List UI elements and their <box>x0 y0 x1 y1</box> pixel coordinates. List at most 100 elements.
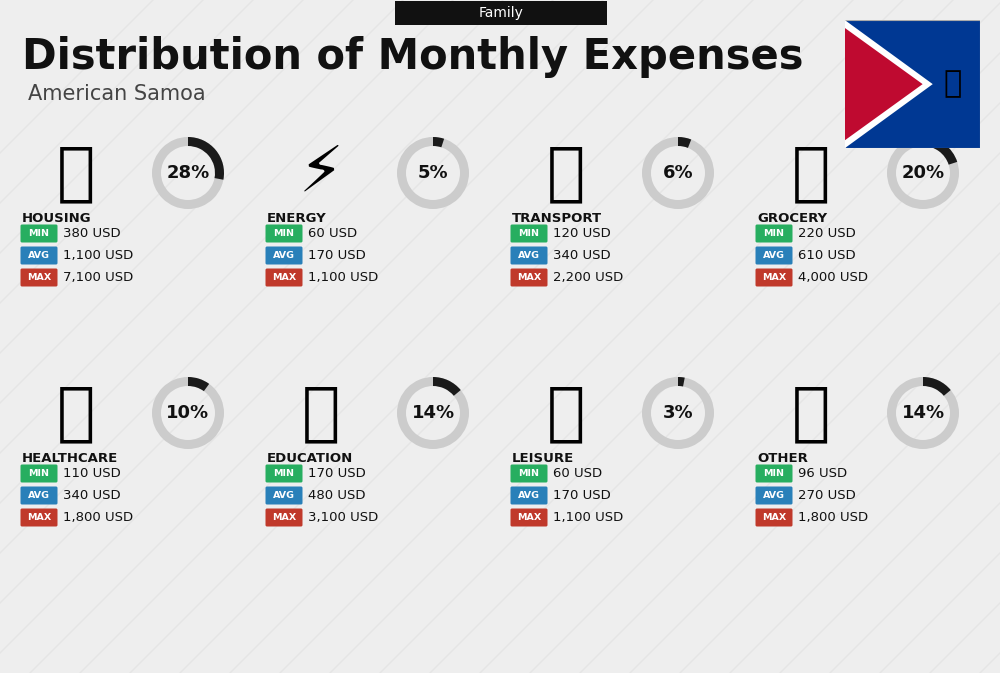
Text: MIN: MIN <box>518 229 540 238</box>
Text: 5%: 5% <box>418 164 448 182</box>
FancyBboxPatch shape <box>20 246 58 264</box>
Text: 1,800 USD: 1,800 USD <box>798 511 868 524</box>
FancyBboxPatch shape <box>266 487 302 505</box>
Wedge shape <box>923 137 957 165</box>
Text: 6%: 6% <box>663 164 693 182</box>
Text: HOUSING: HOUSING <box>22 213 92 225</box>
FancyBboxPatch shape <box>20 509 58 526</box>
Text: 340 USD: 340 USD <box>553 249 611 262</box>
Text: MAX: MAX <box>272 273 296 282</box>
Text: American Samoa: American Samoa <box>28 84 206 104</box>
FancyBboxPatch shape <box>511 487 548 505</box>
Text: MIN: MIN <box>764 469 784 478</box>
Wedge shape <box>678 377 685 386</box>
FancyBboxPatch shape <box>511 246 548 264</box>
Text: 96 USD: 96 USD <box>798 467 847 480</box>
Text: 120 USD: 120 USD <box>553 227 611 240</box>
Text: AVG: AVG <box>763 251 785 260</box>
Text: 1,100 USD: 1,100 USD <box>553 511 623 524</box>
Text: 1,800 USD: 1,800 USD <box>63 511 133 524</box>
Text: MAX: MAX <box>272 513 296 522</box>
Text: 170 USD: 170 USD <box>308 467 366 480</box>
Text: 10%: 10% <box>166 404 210 422</box>
Text: 480 USD: 480 USD <box>308 489 366 502</box>
Text: MAX: MAX <box>762 273 786 282</box>
Wedge shape <box>642 137 714 209</box>
Text: AVG: AVG <box>273 251 295 260</box>
Text: 20%: 20% <box>901 164 945 182</box>
Text: 7,100 USD: 7,100 USD <box>63 271 133 284</box>
FancyBboxPatch shape <box>20 487 58 505</box>
Text: 14%: 14% <box>901 404 945 422</box>
FancyBboxPatch shape <box>511 464 548 483</box>
Text: 60 USD: 60 USD <box>308 227 357 240</box>
FancyBboxPatch shape <box>756 464 792 483</box>
Text: 340 USD: 340 USD <box>63 489 121 502</box>
Text: 2,200 USD: 2,200 USD <box>553 271 623 284</box>
FancyBboxPatch shape <box>20 269 58 287</box>
Text: MIN: MIN <box>518 469 540 478</box>
Text: 🏢: 🏢 <box>57 142 95 204</box>
Text: GROCERY: GROCERY <box>757 213 827 225</box>
Text: AVG: AVG <box>518 251 540 260</box>
FancyBboxPatch shape <box>20 464 58 483</box>
Text: MIN: MIN <box>274 469 294 478</box>
Text: 1,100 USD: 1,100 USD <box>308 271 378 284</box>
Text: MIN: MIN <box>274 229 294 238</box>
FancyBboxPatch shape <box>845 20 980 148</box>
Text: 1,100 USD: 1,100 USD <box>63 249 133 262</box>
Text: 270 USD: 270 USD <box>798 489 856 502</box>
Text: MAX: MAX <box>517 273 541 282</box>
FancyBboxPatch shape <box>266 269 302 287</box>
Wedge shape <box>152 137 224 209</box>
Text: MIN: MIN <box>28 469 50 478</box>
Wedge shape <box>433 377 461 396</box>
Text: MAX: MAX <box>517 513 541 522</box>
Text: 👛: 👛 <box>792 382 830 444</box>
FancyBboxPatch shape <box>756 509 792 526</box>
FancyBboxPatch shape <box>511 509 548 526</box>
Text: AVG: AVG <box>518 491 540 500</box>
Wedge shape <box>433 137 444 147</box>
Text: 🦅: 🦅 <box>944 69 962 99</box>
Text: 60 USD: 60 USD <box>553 467 602 480</box>
Text: AVG: AVG <box>763 491 785 500</box>
Text: OTHER: OTHER <box>757 452 808 466</box>
Text: 380 USD: 380 USD <box>63 227 121 240</box>
Wedge shape <box>152 377 224 449</box>
Text: MAX: MAX <box>27 273 51 282</box>
FancyBboxPatch shape <box>511 225 548 242</box>
Text: 3%: 3% <box>663 404 693 422</box>
Wedge shape <box>678 137 691 148</box>
Wedge shape <box>188 377 209 391</box>
Text: 110 USD: 110 USD <box>63 467 121 480</box>
FancyBboxPatch shape <box>756 269 792 287</box>
Text: MIN: MIN <box>28 229 50 238</box>
Text: 170 USD: 170 USD <box>553 489 611 502</box>
Text: 🚌: 🚌 <box>547 142 585 204</box>
Text: Family: Family <box>479 6 523 20</box>
Text: MIN: MIN <box>764 229 784 238</box>
Polygon shape <box>845 20 933 148</box>
Text: AVG: AVG <box>273 491 295 500</box>
FancyBboxPatch shape <box>756 487 792 505</box>
Text: AVG: AVG <box>28 251 50 260</box>
FancyBboxPatch shape <box>266 246 302 264</box>
Text: MAX: MAX <box>762 513 786 522</box>
Text: HEALTHCARE: HEALTHCARE <box>22 452 118 466</box>
Text: 🛍: 🛍 <box>547 382 585 444</box>
Text: 🛒: 🛒 <box>792 142 830 204</box>
Text: 28%: 28% <box>166 164 210 182</box>
FancyBboxPatch shape <box>266 509 302 526</box>
FancyBboxPatch shape <box>395 1 607 25</box>
Text: Distribution of Monthly Expenses: Distribution of Monthly Expenses <box>22 36 804 78</box>
Text: ⚡: ⚡ <box>299 142 343 204</box>
Text: AVG: AVG <box>28 491 50 500</box>
Text: 🎓: 🎓 <box>302 382 340 444</box>
Text: 170 USD: 170 USD <box>308 249 366 262</box>
Text: ENERGY: ENERGY <box>267 213 327 225</box>
Wedge shape <box>188 137 224 180</box>
FancyBboxPatch shape <box>511 269 548 287</box>
Text: MAX: MAX <box>27 513 51 522</box>
FancyBboxPatch shape <box>266 464 302 483</box>
